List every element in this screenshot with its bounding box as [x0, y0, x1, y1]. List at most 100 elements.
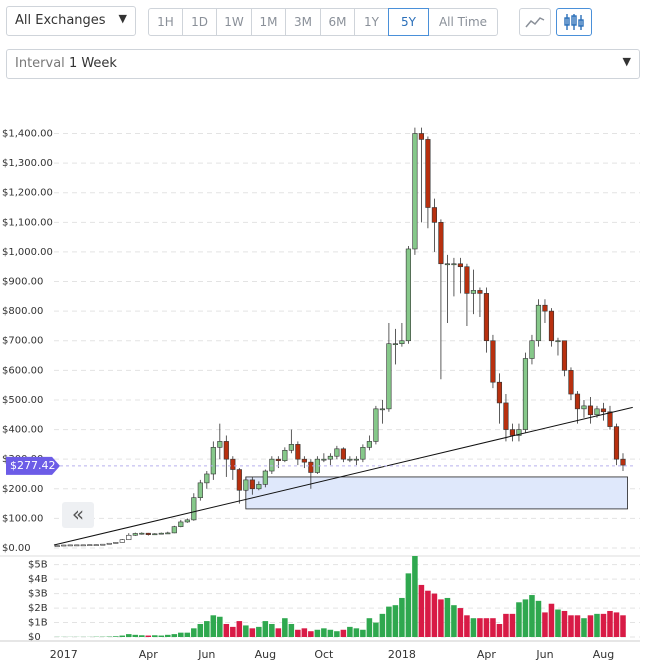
volume-bar: [548, 603, 555, 637]
volume-tick-label: $4B: [28, 574, 48, 585]
range-button[interactable]: 1D: [182, 8, 217, 36]
y-tick-label: $1,300.00: [2, 158, 53, 169]
candle-body: [165, 532, 171, 535]
candle-icon[interactable]: [556, 8, 592, 36]
volume-bar: [620, 615, 626, 637]
candle-body: [334, 448, 340, 457]
volume-bar: [568, 615, 574, 637]
candle-body: [178, 521, 184, 527]
volume-bar: [236, 621, 243, 637]
candle-body: [262, 470, 268, 485]
volume-tick-label: $0: [28, 632, 41, 643]
candle-body: [386, 343, 392, 410]
x-tick-label: Aug: [255, 648, 276, 661]
volume-bar: [431, 593, 438, 637]
volume-bar: [542, 612, 548, 637]
candle-body: [249, 479, 255, 490]
volume-bar: [594, 613, 600, 637]
volume-bar: [165, 634, 171, 637]
volume-bar: [230, 626, 236, 637]
volume-bar: [288, 623, 295, 637]
interval-label: Interval: [15, 56, 65, 71]
candle-body: [477, 290, 483, 294]
y-tick-label: $700.00: [2, 336, 43, 347]
candle-body: [464, 266, 470, 294]
candle-body: [106, 542, 112, 545]
candle-body: [607, 411, 613, 427]
candle-body: [535, 304, 542, 342]
range-button[interactable]: 6M: [320, 8, 355, 36]
candle-body: [243, 479, 249, 491]
candle-body: [509, 429, 516, 436]
range-button[interactable]: 5Y: [388, 8, 429, 36]
range-button[interactable]: All Time: [428, 8, 498, 36]
last-price-label: $277.42: [10, 459, 56, 472]
volume-bar: [295, 629, 301, 637]
volume-bar: [249, 628, 256, 637]
candle-body: [568, 370, 574, 395]
candle-body: [340, 448, 346, 460]
y-tick-label: $800.00: [2, 306, 43, 317]
candle-body: [282, 449, 288, 461]
volume-bar: [581, 618, 587, 637]
volume-bar: [113, 636, 119, 637]
candle-body: [256, 484, 262, 490]
candle-body: [431, 207, 437, 223]
exchange-dropdown[interactable]: All Exchanges ▼: [6, 6, 136, 36]
volume-bar: [360, 629, 366, 637]
candle-body: [613, 426, 620, 460]
volume-bar: [301, 628, 308, 637]
volume-bar: [587, 615, 594, 637]
x-tick-label: 2018: [388, 648, 416, 661]
candle-body: [438, 222, 444, 265]
trendline: [53, 406, 633, 546]
volume-bar: [483, 618, 490, 637]
line-icon[interactable]: [519, 8, 551, 36]
volume-bar: [366, 618, 373, 637]
candle-body: [210, 447, 216, 475]
y-tick-label: $1,200.00: [2, 188, 53, 199]
volume-bar: [282, 618, 288, 637]
candle-body: [275, 458, 281, 461]
volume-bar: [405, 573, 412, 637]
volume-tick-label: $3B: [28, 589, 48, 600]
candle-body: [119, 539, 125, 543]
range-button[interactable]: 3M: [285, 8, 321, 36]
range-button[interactable]: 1W: [216, 8, 252, 36]
volume-bar: [119, 635, 126, 637]
candle-body: [145, 532, 151, 535]
volume-bar: [425, 590, 431, 637]
volume-bar: [217, 616, 223, 637]
volume-bar: [574, 615, 581, 637]
volume-bar: [451, 605, 457, 637]
range-button[interactable]: 1Y: [354, 8, 389, 36]
range-button[interactable]: 1M: [251, 8, 286, 36]
collapse-button[interactable]: «: [62, 502, 94, 528]
volume-bar: [490, 618, 496, 637]
volume-bar: [223, 623, 230, 637]
volume-bar: [308, 631, 314, 637]
y-tick-label: $300.00: [2, 454, 43, 465]
candle-body: [74, 544, 80, 547]
candle-body: [204, 473, 210, 484]
volume-bar: [418, 584, 425, 637]
volume-bar: [158, 635, 165, 637]
candle-body: [301, 458, 307, 463]
candle-body: [522, 358, 529, 430]
range-button[interactable]: 1H: [148, 8, 183, 36]
candle-body: [457, 263, 464, 268]
candle-body: [321, 458, 327, 461]
interval-dropdown[interactable]: Interval 1 Week ▼: [6, 49, 640, 79]
volume-bar: [269, 623, 275, 637]
candle-body: [555, 340, 561, 343]
y-tick-label: $100.00: [2, 513, 43, 524]
candle-body: [347, 458, 353, 461]
candle-body: [425, 139, 431, 208]
exchange-label: All Exchanges: [15, 13, 106, 28]
candle-body: [379, 408, 385, 411]
candle-body: [373, 408, 379, 442]
candle-body: [366, 441, 372, 448]
volume-bar: [561, 610, 568, 637]
interval-value: 1 Week: [68, 56, 117, 71]
caret: ▼: [118, 12, 127, 25]
